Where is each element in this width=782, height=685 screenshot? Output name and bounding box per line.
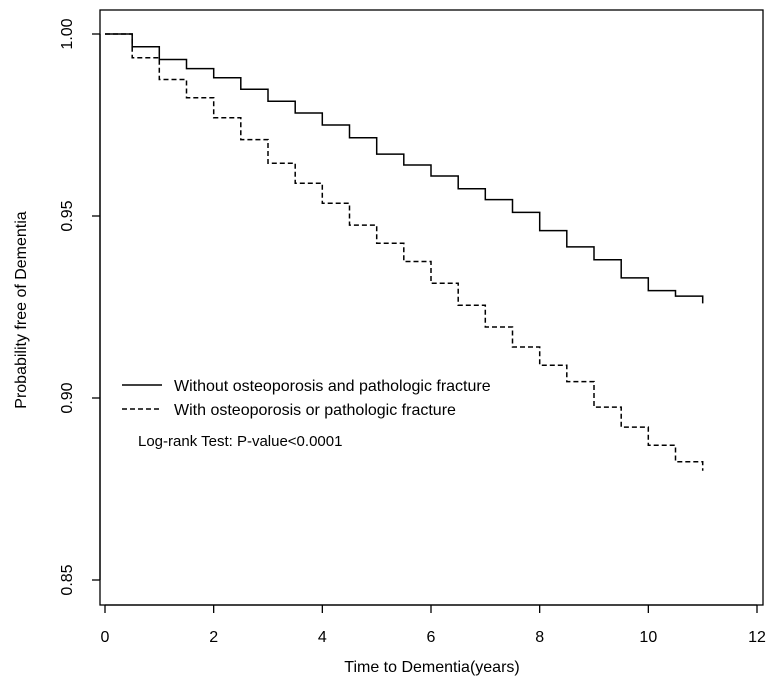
logrank-annotation: Log-rank Test: P-value<0.0001 (138, 433, 342, 450)
plot-frame (99, 9, 764, 606)
x-tick-label: 4 (318, 629, 327, 646)
series-layer (105, 33, 704, 471)
x-tick-label: 0 (101, 629, 110, 646)
y-axis-label: Probability free of Dementia (13, 211, 30, 409)
x-tick-label: 12 (748, 629, 766, 646)
x-axis-label: Time to Dementia(years) (344, 659, 519, 676)
x-tick-label: 6 (427, 629, 436, 646)
y-tick-label: 1.00 (59, 18, 76, 49)
x-axis: 0 2 4 6 8 10 12 (101, 604, 766, 646)
y-axis: 0.85 0.90 0.95 1.00 (59, 18, 101, 596)
x-tick-label: 8 (535, 629, 544, 646)
plot-box (99, 9, 764, 606)
series-line-without-osteoporosis (105, 33, 704, 304)
legend-label: With osteoporosis or pathologic fracture (174, 402, 456, 419)
legend-label: Without osteoporosis and pathologic frac… (174, 378, 491, 395)
x-tick-label: 10 (639, 629, 657, 646)
y-tick-label: 0.85 (59, 564, 76, 595)
legend: Without osteoporosis and pathologic frac… (122, 378, 491, 419)
series-line-with-osteoporosis (105, 33, 704, 471)
y-tick-label: 0.90 (59, 382, 76, 413)
y-tick-label: 0.95 (59, 200, 76, 231)
x-tick-label: 2 (209, 629, 218, 646)
